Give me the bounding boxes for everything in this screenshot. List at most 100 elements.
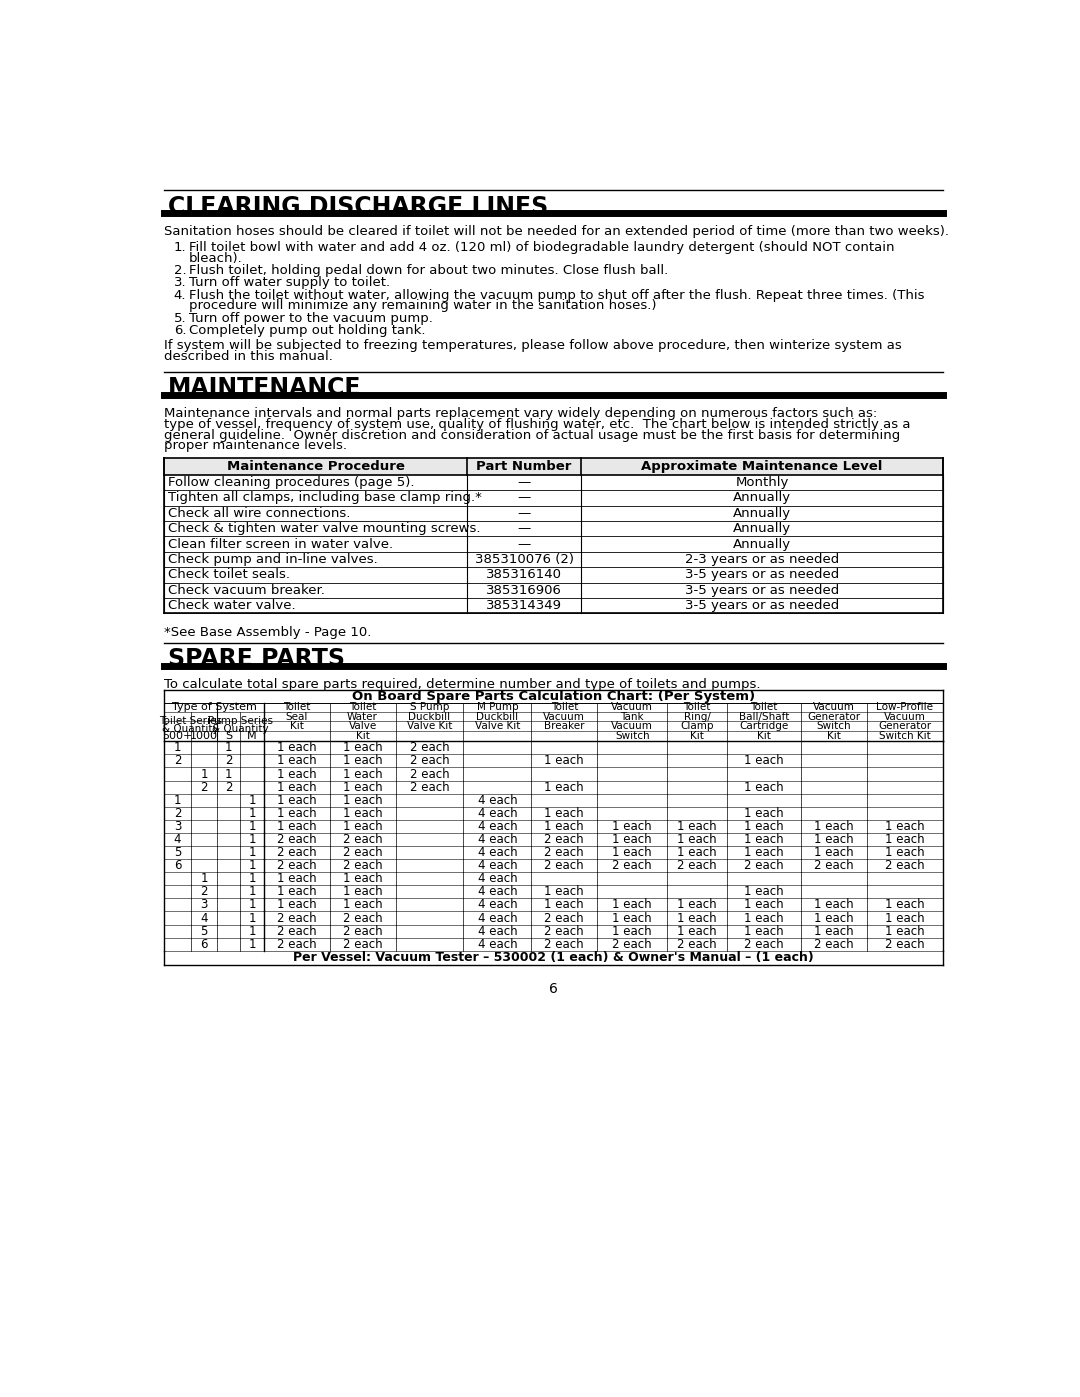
Text: S Pump: S Pump	[409, 703, 449, 712]
Text: 1 each: 1 each	[677, 820, 717, 833]
Text: Valve: Valve	[349, 721, 377, 731]
Text: 4 each: 4 each	[477, 925, 517, 937]
Text: 1 each: 1 each	[342, 781, 382, 793]
Text: M: M	[247, 731, 257, 740]
Text: Part Number: Part Number	[476, 460, 571, 474]
Text: Generator: Generator	[878, 721, 931, 731]
Text: SPARE PARTS: SPARE PARTS	[167, 647, 345, 672]
Text: 4 each: 4 each	[477, 859, 517, 872]
Text: 6: 6	[200, 937, 207, 951]
Text: 2: 2	[174, 807, 181, 820]
Text: 2 each: 2 each	[409, 754, 449, 767]
Text: 1 each: 1 each	[342, 872, 382, 886]
Text: Cartridge: Cartridge	[740, 721, 788, 731]
Text: 4: 4	[200, 911, 207, 925]
Text: 1 each: 1 each	[885, 911, 924, 925]
Text: Vacuum: Vacuum	[543, 711, 585, 722]
Text: 2 each: 2 each	[276, 847, 316, 859]
Text: Check vacuum breaker.: Check vacuum breaker.	[168, 584, 325, 597]
Text: Toilet Series: Toilet Series	[160, 717, 222, 726]
Text: 1 each: 1 each	[744, 911, 784, 925]
Text: Toilet: Toilet	[751, 703, 778, 712]
Text: —: —	[517, 492, 530, 504]
Text: 2: 2	[174, 754, 181, 767]
Text: 1: 1	[248, 911, 256, 925]
Text: 2 each: 2 each	[276, 833, 316, 847]
Text: Per Vessel: Vacuum Tester – 530002 (1 each) & Owner's Manual – (1 each): Per Vessel: Vacuum Tester – 530002 (1 ea…	[293, 951, 814, 964]
Text: Annually: Annually	[733, 538, 791, 550]
Text: 1: 1	[200, 872, 207, 886]
Text: Kit: Kit	[690, 731, 704, 740]
Text: & Quantity: & Quantity	[162, 724, 219, 733]
Text: 6: 6	[174, 859, 181, 872]
Text: —: —	[517, 522, 530, 535]
Text: Check pump and in-line valves.: Check pump and in-line valves.	[168, 553, 378, 566]
Text: 1 each: 1 each	[744, 820, 784, 833]
Text: Maintenance intervals and normal parts replacement vary widely depending on nume: Maintenance intervals and normal parts r…	[164, 407, 878, 420]
Text: Duckbill: Duckbill	[476, 711, 518, 722]
Text: 3: 3	[200, 898, 207, 911]
Text: 2: 2	[200, 886, 207, 898]
Text: 1 each: 1 each	[744, 886, 784, 898]
Text: procedure will minimize any remaining water in the sanitation hoses.): procedure will minimize any remaining wa…	[189, 299, 657, 313]
Text: 2 each: 2 each	[544, 833, 584, 847]
Text: 2 each: 2 each	[677, 937, 717, 951]
Text: 2.: 2.	[174, 264, 187, 277]
Text: Check & tighten water valve mounting screws.: Check & tighten water valve mounting scr…	[168, 522, 481, 535]
Text: 1: 1	[248, 886, 256, 898]
Text: Maintenance Procedure: Maintenance Procedure	[227, 460, 405, 474]
Text: 1 each: 1 each	[814, 898, 853, 911]
Text: 6.: 6.	[174, 324, 186, 337]
Text: 1 each: 1 each	[276, 872, 316, 886]
Text: 1 each: 1 each	[885, 833, 924, 847]
Text: 2 each: 2 each	[342, 925, 382, 937]
Text: 4 each: 4 each	[477, 820, 517, 833]
Text: 4 each: 4 each	[477, 911, 517, 925]
Text: 1: 1	[248, 833, 256, 847]
Text: 1 each: 1 each	[677, 898, 717, 911]
Text: 1 each: 1 each	[342, 793, 382, 806]
Text: 6: 6	[549, 982, 558, 996]
Text: 1 each: 1 each	[885, 898, 924, 911]
Text: 1: 1	[248, 807, 256, 820]
Text: 1: 1	[174, 793, 181, 806]
Text: 1 each: 1 each	[342, 820, 382, 833]
Text: Turn off water supply to toilet.: Turn off water supply to toilet.	[189, 277, 390, 289]
Text: 2 each: 2 each	[814, 937, 853, 951]
Text: 2 each: 2 each	[342, 859, 382, 872]
Text: Tighten all clamps, including base clamp ring.*: Tighten all clamps, including base clamp…	[168, 492, 482, 504]
Text: 2 each: 2 each	[409, 742, 449, 754]
Text: MAINTENANCE: MAINTENANCE	[167, 376, 361, 401]
Text: 1 each: 1 each	[544, 807, 584, 820]
Text: 3-5 years or as needed: 3-5 years or as needed	[685, 584, 839, 597]
Text: Toilet: Toilet	[684, 703, 711, 712]
Text: 2 each: 2 each	[342, 833, 382, 847]
Text: 1 each: 1 each	[276, 820, 316, 833]
Text: 4: 4	[174, 833, 181, 847]
Text: Ball/Shaft: Ball/Shaft	[739, 711, 789, 722]
Text: 1 each: 1 each	[885, 847, 924, 859]
Text: Duckbill: Duckbill	[408, 711, 450, 722]
Text: 2: 2	[200, 781, 207, 793]
Text: CLEARING DISCHARGE LINES: CLEARING DISCHARGE LINES	[167, 194, 548, 218]
Text: Turn off power to the vacuum pump.: Turn off power to the vacuum pump.	[189, 312, 433, 324]
Text: Flush the toilet without water, allowing the vacuum pump to shut off after the f: Flush the toilet without water, allowing…	[189, 289, 924, 302]
Text: 1: 1	[248, 937, 256, 951]
Text: Vacuum: Vacuum	[813, 703, 855, 712]
Text: general guideline.  Owner discretion and consideration of actual usage must be t: general guideline. Owner discretion and …	[164, 429, 901, 441]
Text: 385310076 (2): 385310076 (2)	[474, 553, 573, 566]
Text: Annually: Annually	[733, 522, 791, 535]
Text: 1 each: 1 each	[677, 833, 717, 847]
Text: 1: 1	[248, 925, 256, 937]
Text: 1 each: 1 each	[544, 898, 584, 911]
Text: 1 each: 1 each	[276, 742, 316, 754]
Text: 1 each: 1 each	[276, 793, 316, 806]
Text: 2 each: 2 each	[342, 911, 382, 925]
Text: 1 each: 1 each	[744, 925, 784, 937]
Text: Low-Profile: Low-Profile	[876, 703, 933, 712]
Text: Toilet: Toilet	[349, 703, 376, 712]
Text: 1.: 1.	[174, 240, 187, 254]
Text: 2 each: 2 each	[885, 937, 924, 951]
Text: 2 each: 2 each	[342, 847, 382, 859]
Text: Switch Kit: Switch Kit	[879, 731, 931, 740]
